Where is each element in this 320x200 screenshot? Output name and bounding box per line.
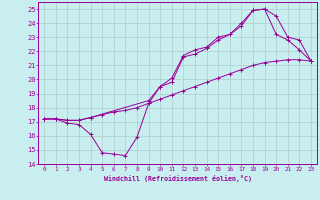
X-axis label: Windchill (Refroidissement éolien,°C): Windchill (Refroidissement éolien,°C) xyxy=(104,175,252,182)
